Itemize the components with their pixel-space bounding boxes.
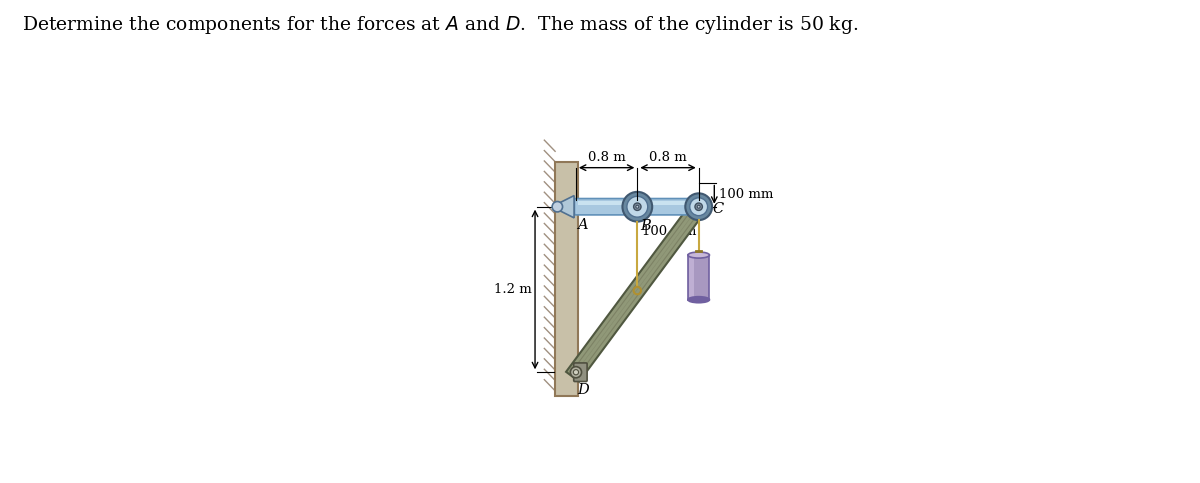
Circle shape [552, 201, 563, 212]
Circle shape [626, 196, 648, 217]
Text: 0.8 m: 0.8 m [649, 151, 686, 164]
Circle shape [695, 203, 702, 211]
Bar [688, 255, 709, 299]
Circle shape [685, 193, 712, 220]
Text: 100 mm: 100 mm [719, 188, 773, 201]
Circle shape [636, 205, 638, 208]
Circle shape [697, 205, 700, 208]
Text: Determine the components for the forces at $A$ and $D$.  The mass of the cylinde: Determine the components for the forces … [22, 14, 858, 37]
Text: C: C [713, 201, 724, 215]
Bar [578, 201, 701, 205]
Circle shape [634, 203, 641, 211]
Polygon shape [556, 196, 574, 218]
Text: D: D [577, 384, 589, 398]
Text: 1.2 m: 1.2 m [494, 283, 532, 296]
FancyBboxPatch shape [574, 363, 587, 382]
Circle shape [623, 192, 652, 222]
FancyBboxPatch shape [575, 199, 704, 215]
Text: 0.8 m: 0.8 m [588, 151, 625, 164]
Ellipse shape [688, 297, 709, 303]
Text: 100 mm: 100 mm [642, 225, 696, 238]
Circle shape [690, 198, 708, 215]
Bar [556, 162, 578, 397]
Text: B: B [641, 219, 652, 233]
Text: A: A [577, 218, 588, 232]
Polygon shape [566, 198, 708, 382]
Circle shape [574, 369, 578, 375]
Bar [689, 257, 694, 298]
Circle shape [570, 367, 582, 378]
Ellipse shape [688, 252, 709, 258]
